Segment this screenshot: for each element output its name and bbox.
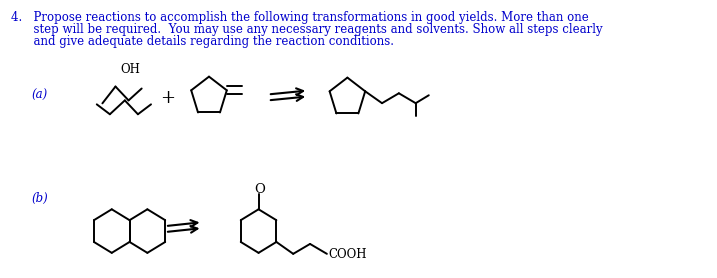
Text: OH: OH: [120, 63, 140, 76]
Text: +: +: [161, 90, 176, 108]
Text: (b): (b): [32, 192, 48, 205]
Text: 4.   Propose reactions to accomplish the following transformations in good yield: 4. Propose reactions to accomplish the f…: [11, 11, 589, 24]
Text: O: O: [254, 183, 265, 195]
Text: (a): (a): [32, 88, 47, 101]
Text: and give adequate details regarding the reaction conditions.: and give adequate details regarding the …: [11, 35, 394, 48]
Text: step will be required.  You may use any necessary reagents and solvents. Show al: step will be required. You may use any n…: [11, 23, 602, 36]
Text: COOH: COOH: [329, 248, 367, 261]
